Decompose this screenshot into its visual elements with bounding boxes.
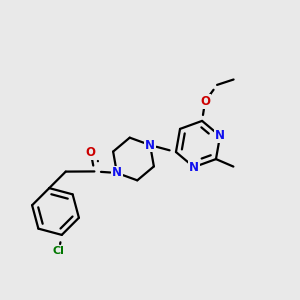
Text: N: N [112,167,122,179]
Text: O: O [86,146,96,159]
Text: N: N [215,130,225,142]
Text: O: O [200,95,210,108]
Text: Cl: Cl [53,246,65,256]
Text: N: N [145,139,155,152]
Text: N: N [189,160,199,174]
